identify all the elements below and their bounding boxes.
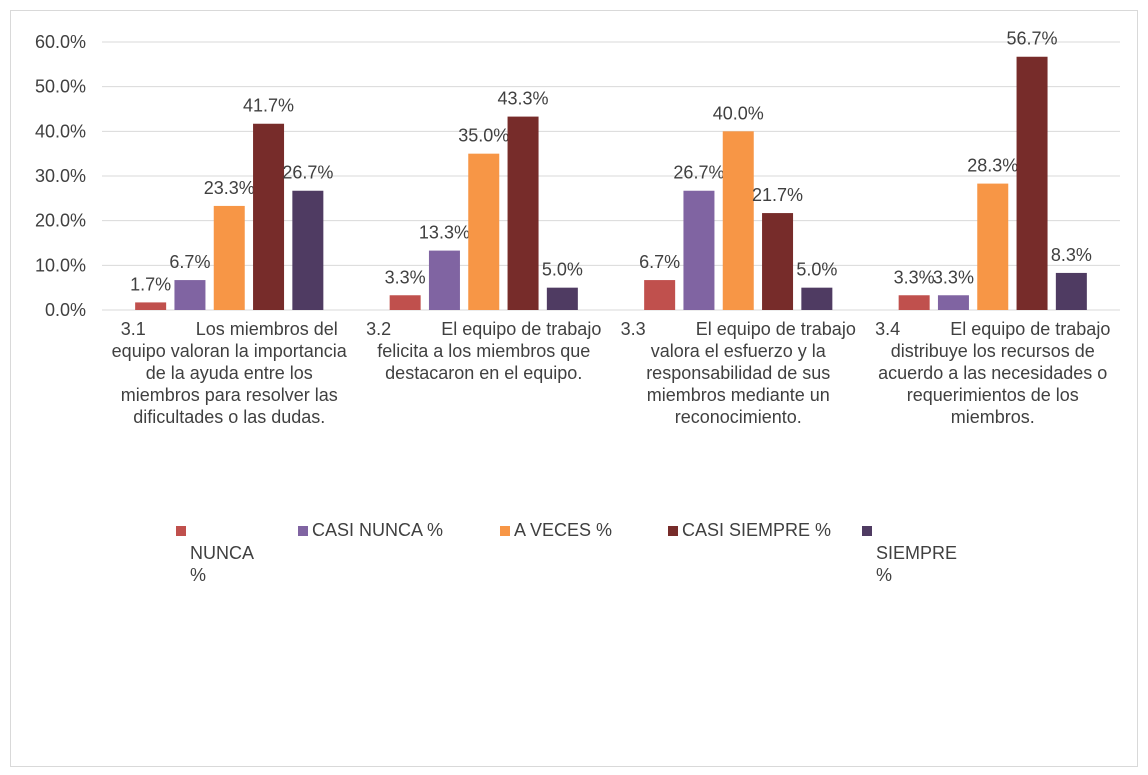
legend-item: CASI NUNCA % [298,520,443,541]
bar [801,287,833,310]
y-tick-label: 30.0% [35,166,86,186]
bar [644,280,676,310]
bar [977,183,1009,310]
bar [292,190,324,310]
legend-swatch [862,526,872,536]
data-label: 3.3% [894,267,935,287]
bar [722,131,754,310]
data-label: 26.7% [673,163,724,183]
bar [428,250,460,310]
data-label: 35.0% [458,126,509,146]
chart-border [10,10,1138,767]
legend-swatch [298,526,308,536]
legend-label: CASI NUNCA % [312,520,444,540]
y-tick-label: 20.0% [35,211,86,231]
y-tick-label: 60.0% [35,32,86,52]
data-label: 56.7% [1007,29,1058,49]
bar [507,116,539,311]
data-label: 28.3% [967,156,1018,176]
bar [546,287,578,310]
data-label: 1.7% [130,274,171,294]
bar [253,123,285,311]
data-label: 5.0% [796,260,837,280]
data-label: 6.7% [639,252,680,272]
data-label: 21.7% [752,185,803,205]
y-tick-label: 40.0% [35,121,86,141]
legend-item: CASI SIEMPRE % [668,520,831,541]
data-label: 6.7% [169,252,210,272]
data-label: 40.0% [713,103,764,123]
x-tick-label: 3.1 Los miembros del equipo valoran la i… [111,319,352,427]
bar [468,153,500,310]
legend-label: CASI SIEMPRE % [682,520,832,540]
y-tick-label: 0.0% [45,300,86,320]
data-label: 43.3% [498,89,549,109]
data-label: 23.3% [204,178,255,198]
bar [1055,272,1087,310]
bar [213,205,245,310]
legend-item: A VECES % [500,520,612,541]
data-label: 8.3% [1051,245,1092,265]
x-tick-label: 3.3 El equipo de trabajo valora el esfue… [620,319,861,427]
data-label: 3.3% [933,267,974,287]
y-tick-label: 10.0% [35,255,86,275]
legend-item: SIEMPRE % [862,520,958,586]
legend-item: NUNCA % [176,520,260,586]
data-label: 41.7% [243,96,294,116]
bar [937,295,969,310]
legend-swatch [668,526,678,536]
x-tick-label: 3.4 El equipo de trabajo distribuye los … [875,319,1116,427]
data-label: 26.7% [282,163,333,183]
bar [174,280,206,310]
y-tick-label: 50.0% [35,77,86,97]
bar [1016,56,1048,310]
data-label: 5.0% [542,260,583,280]
legend-label: NUNCA % [190,543,254,585]
data-label: 13.3% [419,223,470,243]
legend-label: A VECES % [514,520,613,540]
legend-swatch [500,526,510,536]
bar [389,295,421,310]
data-label: 3.3% [385,267,426,287]
legend-swatch [176,526,186,536]
legend-label: SIEMPRE % [876,543,958,585]
bar [683,190,715,310]
bar [135,302,167,310]
x-tick-label: 3.2 El equipo de trabajo felicita a los … [366,319,607,383]
bar [898,295,930,310]
bar [762,213,794,310]
